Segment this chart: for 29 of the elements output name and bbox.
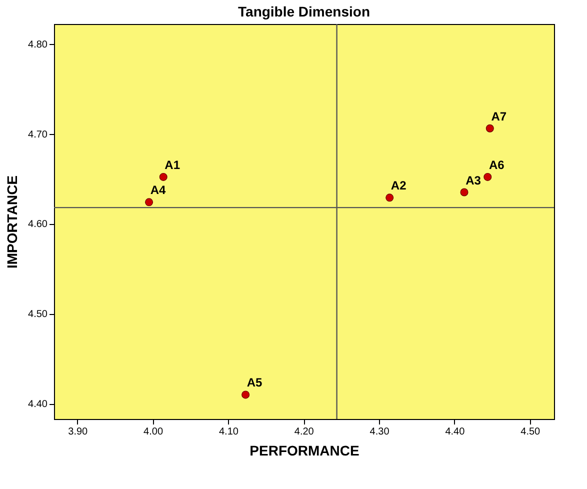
y-tick-label: 4.60: [28, 219, 48, 230]
point: [242, 390, 250, 399]
annotation: A1: [164, 158, 180, 172]
x-tick-label: 3.90: [68, 426, 88, 438]
point: [484, 172, 492, 181]
y-tick-label: 4.80: [28, 39, 48, 50]
x-tick-label: 4.40: [445, 426, 466, 438]
y-axis-title: IMPORTANCE: [4, 175, 20, 269]
y-tick-label: 4.50: [28, 309, 48, 320]
annotation: A7: [491, 109, 507, 124]
y-tick-label: 4.40: [28, 399, 48, 410]
x-axis-title: PERFORMANCE: [250, 442, 360, 458]
point: [145, 198, 154, 206]
annotation: A4: [150, 183, 166, 198]
x-tick-label: 4.20: [294, 426, 314, 438]
annotation: A3: [466, 173, 482, 188]
point: [386, 194, 394, 202]
point: [159, 172, 168, 181]
annotation: A6: [488, 158, 505, 172]
chart-title: Tangible Dimension: [238, 3, 370, 20]
annotation: A2: [390, 178, 407, 193]
x-tick-label: 4.10: [218, 426, 239, 438]
x-tick-label: 4.30: [370, 426, 390, 438]
point: [460, 188, 468, 196]
x-tick-label: 4.00: [144, 426, 164, 438]
point: [486, 124, 494, 132]
x-tick-label: 4.50: [520, 426, 541, 438]
y-tick-label: 4.70: [28, 129, 48, 140]
annotation: A5: [246, 376, 263, 390]
